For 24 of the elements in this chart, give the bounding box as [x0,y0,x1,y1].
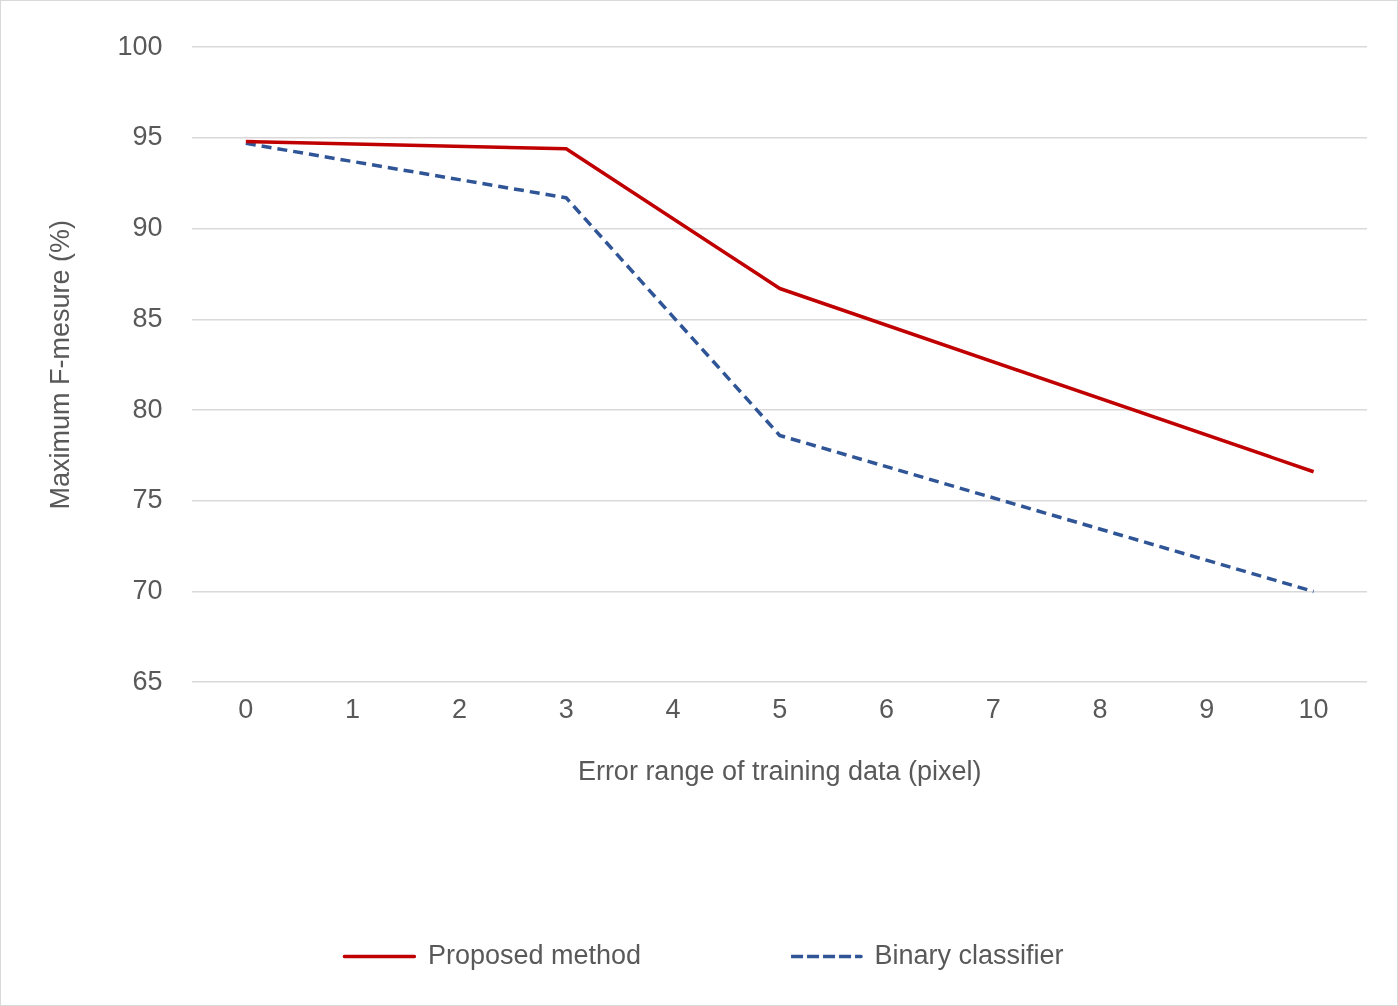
y-tick-label: 70 [132,574,163,605]
x-tick-label: 7 [985,693,1001,724]
y-tick-label: 100 [117,30,163,61]
x-tick-label: 5 [772,693,788,724]
legend-label: Proposed method [427,939,642,970]
x-tick-label: 10 [1298,693,1329,724]
x-tick-label: 2 [451,693,467,724]
x-tick-label: 0 [238,693,254,724]
x-tick-label: 8 [1092,693,1108,724]
y-tick-label: 95 [132,121,163,152]
x-tick-label: 9 [1199,693,1215,724]
y-tick-label: 80 [132,393,163,424]
legend-label: Binary classifier [874,939,1064,970]
x-axis-title: Error range of training data (pixel) [577,756,982,787]
x-tick-label: 6 [878,693,895,724]
line-series [244,141,1316,594]
y-tick-label: 75 [132,484,163,515]
x-tick-label: 1 [345,693,361,724]
y-tick-label: 85 [132,302,163,333]
y-tick-label: 90 [132,212,163,243]
x-tick-label: 4 [665,693,681,724]
x-tick-label: 3 [558,693,574,724]
y-axis-title: Maximum F-mesure (%) [44,219,75,510]
y-tick-label: 65 [132,665,163,696]
